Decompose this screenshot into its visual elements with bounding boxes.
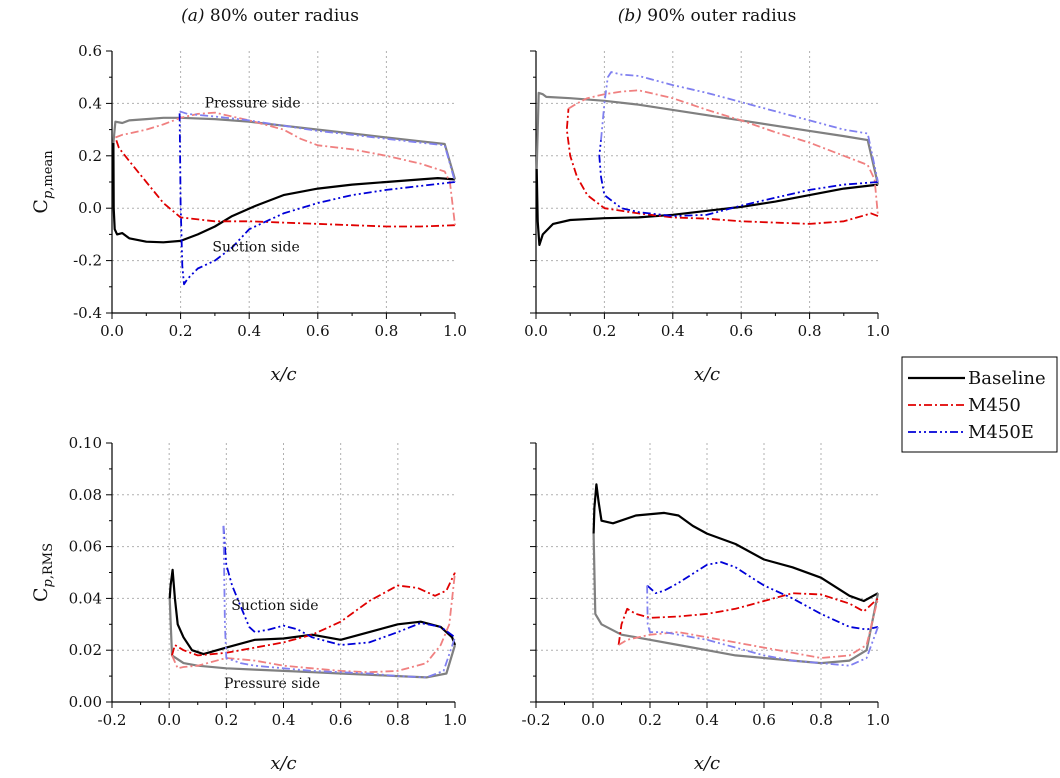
x-axis-label: x/c bbox=[270, 753, 296, 774]
series-m450e-suction bbox=[222, 525, 456, 646]
x-tick-label: 0.6 bbox=[752, 711, 776, 729]
panel-b-title: (b) 90% outer radius bbox=[617, 6, 797, 26]
x-tick-label: 0.0 bbox=[524, 322, 548, 340]
series-m450-pressure bbox=[115, 111, 456, 226]
legend-label-m450: M450 bbox=[968, 395, 1021, 416]
y-tick-label: 0.00 bbox=[69, 693, 102, 711]
y-axis-label-main: C bbox=[30, 587, 52, 602]
series-m450-pressure bbox=[568, 89, 879, 217]
x-tick-label: 0.4 bbox=[661, 322, 685, 340]
y-tick-label: 0.2 bbox=[78, 147, 102, 165]
annotation-label: Suction side bbox=[212, 239, 299, 255]
x-tick-label: 0.4 bbox=[695, 711, 719, 729]
y-tick-label: 0.4 bbox=[78, 94, 102, 112]
x-tick-label: -0.2 bbox=[522, 711, 551, 729]
y-axis-label-sub: p bbox=[41, 190, 56, 199]
x-axis-label: x/c bbox=[270, 364, 296, 385]
y-tick-label: -0.4 bbox=[73, 304, 102, 322]
y-axis-label: Cp,RMS bbox=[30, 543, 56, 602]
x-tick-label: 0.4 bbox=[237, 322, 261, 340]
series-baseline-suction bbox=[592, 483, 879, 603]
annotation-label: Suction side bbox=[231, 598, 318, 614]
series-m450-suction bbox=[171, 572, 456, 657]
annotation-label: Pressure side bbox=[205, 95, 301, 111]
series-baseline-pressure bbox=[112, 116, 457, 180]
legend-label-m450e: M450E bbox=[968, 422, 1034, 443]
panel-a-mean: 0.0 0.2 0.4 0.6 0.8 1.0 -0.4 -0.2 0.0 0.2 0.4 0.6 x/… bbox=[30, 42, 467, 385]
x-tick-label: 0.2 bbox=[169, 322, 193, 340]
y-axis-label-sub: p bbox=[41, 578, 56, 587]
y-axis-label-sub: ,RMS bbox=[41, 543, 56, 579]
x-tick-label: 0.0 bbox=[157, 711, 181, 729]
x-axis-label: x/c bbox=[694, 364, 720, 385]
series-m450-pressure bbox=[618, 598, 879, 659]
x-tick-label: 1.0 bbox=[866, 711, 890, 729]
series-baseline-pressure bbox=[535, 91, 880, 185]
x-tick-label: 0.0 bbox=[581, 711, 605, 729]
y-axis-label: Cp,mean bbox=[30, 150, 56, 214]
x-tick-label: 0.4 bbox=[272, 711, 296, 729]
y-axis-label-sub: ,mean bbox=[41, 150, 56, 191]
series-baseline-suction bbox=[535, 168, 879, 246]
panel-a-title: (a) 80% outer radius bbox=[181, 6, 359, 26]
y-tick-label: 0.10 bbox=[69, 434, 102, 452]
x-tick-label: 0.8 bbox=[374, 322, 398, 340]
x-tick-label: 0.6 bbox=[729, 322, 753, 340]
y-tick-label: 0.6 bbox=[78, 42, 102, 60]
x-tick-label: 1.0 bbox=[443, 322, 467, 340]
series-baseline-pressure bbox=[168, 598, 457, 679]
x-tick-label: 0.6 bbox=[306, 322, 330, 340]
x-axis-label: x/c bbox=[694, 753, 720, 774]
x-tick-label: 0.0 bbox=[100, 322, 124, 340]
x-tick-label: 0.2 bbox=[214, 711, 238, 729]
legend-label-baseline: Baseline bbox=[968, 368, 1046, 389]
y-axis-label-main: C bbox=[30, 199, 52, 214]
x-tick-label: 1.0 bbox=[866, 322, 890, 340]
panel-b-rms: -0.2 0.0 0.2 0.4 0.6 0.8 1.0 x/c bbox=[522, 442, 890, 774]
x-tick-label: -0.2 bbox=[98, 711, 127, 729]
y-tick-label: 0.0 bbox=[78, 199, 102, 217]
panel-b-mean: 0.0 0.2 0.4 0.6 0.8 1.0 x/c bbox=[524, 50, 890, 385]
x-tick-label: 1.0 bbox=[443, 711, 467, 729]
y-tick-label: -0.2 bbox=[73, 252, 102, 270]
series-m450e-suction bbox=[646, 561, 879, 631]
y-tick-label: 0.04 bbox=[69, 589, 102, 607]
y-tick-label: 0.06 bbox=[69, 538, 102, 556]
series-m450-pressure bbox=[171, 572, 456, 674]
legend: Baseline M450 M450E bbox=[901, 356, 1058, 453]
series-m450e-suction bbox=[178, 111, 456, 286]
x-tick-label: 0.8 bbox=[809, 711, 833, 729]
series-baseline-suction bbox=[168, 568, 457, 656]
x-tick-label: 0.8 bbox=[386, 711, 410, 729]
y-tick-label: 0.08 bbox=[69, 486, 102, 504]
x-tick-label: 0.2 bbox=[638, 711, 662, 729]
x-tick-label: 0.2 bbox=[592, 322, 616, 340]
series-m450-suction bbox=[617, 592, 879, 646]
series-baseline-suction bbox=[112, 142, 456, 244]
series-m450e-pressure bbox=[179, 110, 456, 183]
annotation-label: Pressure side bbox=[224, 676, 320, 692]
series-m450e-pressure bbox=[646, 585, 879, 667]
series-m450e-pressure bbox=[222, 525, 456, 679]
panel-a-rms: -0.2 0.0 0.2 0.4 0.6 0.8 1.0 0.00 0.02 0.04 0.06 0.… bbox=[30, 434, 467, 774]
series-m450e-suction bbox=[598, 140, 879, 217]
y-tick-label: 0.02 bbox=[69, 641, 102, 659]
x-tick-label: 0.6 bbox=[329, 711, 353, 729]
series-m450e-pressure bbox=[600, 71, 879, 183]
x-tick-label: 0.8 bbox=[798, 322, 822, 340]
series-baseline-pressure bbox=[592, 533, 880, 665]
